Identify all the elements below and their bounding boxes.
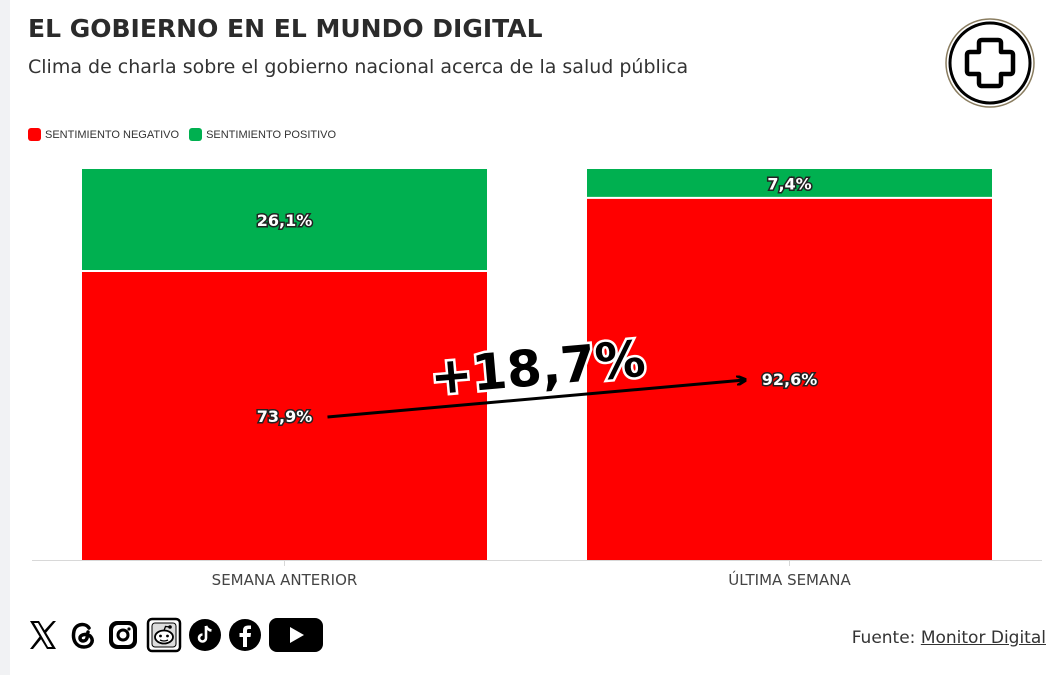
instagram-icon[interactable] — [106, 618, 140, 652]
legend-swatch-negative — [28, 128, 41, 141]
bars-group — [82, 169, 992, 560]
medical-cross-icon — [945, 18, 1035, 108]
social-icons — [26, 616, 324, 654]
chart-legend: SENTIMIENTO NEGATIVO SENTIMIENTO POSITIV… — [28, 128, 336, 141]
bar-sentimiento-negativo-semana-anterior — [82, 271, 487, 560]
tiktok-icon[interactable] — [188, 618, 222, 652]
x-axis-ticks: SEMANA ANTERIOR ÚLTIMA SEMANA — [212, 560, 851, 589]
source-credit: Fuente: Monitor Digital — [852, 628, 1046, 648]
source-prefix: Fuente: — [851, 628, 916, 648]
x-tick-label-ultima-semana: ÚLTIMA SEMANA — [728, 570, 851, 589]
data-label-sentimiento-negativo-semana-anterior: 73,9% — [257, 407, 313, 426]
data-label-sentimiento-positivo-semana-anterior: 26,1% — [257, 211, 313, 230]
page-title: EL GOBIERNO EN EL MUNDO DIGITAL — [28, 14, 543, 43]
source-link[interactable]: Monitor Digital — [920, 628, 1046, 648]
legend-item-positive: SENTIMIENTO POSITIVO — [189, 128, 336, 141]
stacked-bar-chart: SEMANA ANTERIOR ÚLTIMA SEMANA 73,9% 26,1% 9… — [32, 169, 1042, 589]
change-arrow — [327, 380, 745, 419]
legend-label-negative: SENTIMIENTO NEGATIVO — [45, 128, 180, 141]
data-label-sentimiento-positivo-ultima-semana: 7,4% — [767, 174, 811, 193]
youtube-icon[interactable] — [268, 616, 324, 654]
left-rail — [0, 0, 10, 675]
data-label-sentimiento-negativo-ultima-semana: 92,6% — [762, 370, 818, 389]
legend-swatch-positive — [189, 128, 203, 141]
reddit-icon[interactable] — [146, 617, 182, 653]
page-subtitle: Clima de charla sobre el gobierno nacion… — [28, 56, 689, 78]
bar-sentimiento-positivo-ultima-semana — [587, 169, 992, 198]
data-labels-group: 73,9% 26,1% 92,6% 7,4% — [255, 173, 819, 428]
legend-item-negative: SENTIMIENTO NEGATIVO — [28, 128, 179, 141]
facebook-icon[interactable] — [228, 618, 262, 652]
x-icon[interactable] — [26, 618, 60, 652]
x-tick-label-semana-anterior: SEMANA ANTERIOR — [212, 571, 358, 589]
threads-icon[interactable] — [66, 618, 100, 652]
bar-sentimiento-negativo-ultima-semana — [587, 197, 992, 560]
change-annotation: +18,7% — [428, 330, 648, 407]
legend-label-positive: SENTIMIENTO POSITIVO — [206, 128, 337, 141]
bar-sentimiento-positivo-semana-anterior — [82, 169, 487, 272]
